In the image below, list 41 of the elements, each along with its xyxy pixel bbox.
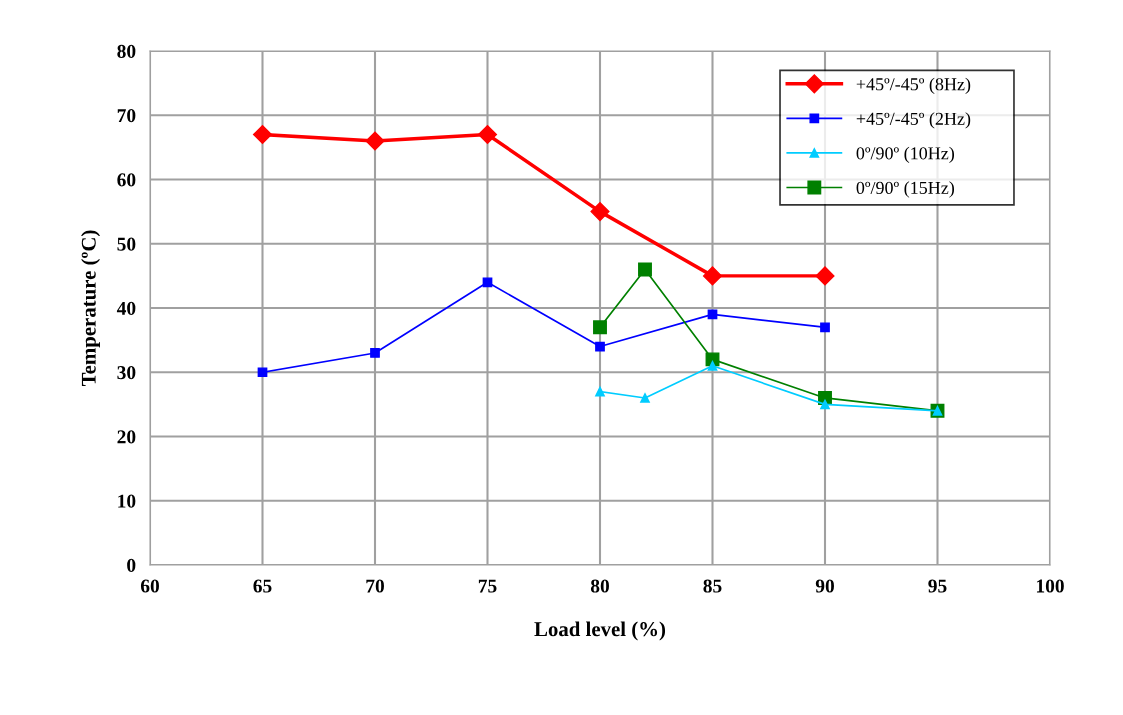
x-tick-label: 80 <box>590 579 609 593</box>
point <box>815 266 835 286</box>
legend-label: +45º/-45º (8Hz) <box>856 77 971 95</box>
x-axis-title: Load level (%) <box>534 621 666 641</box>
point <box>820 399 830 410</box>
x-tick-label: 100 <box>1036 579 1064 593</box>
x-tick-label: 95 <box>928 579 947 593</box>
point <box>365 131 385 151</box>
point <box>702 266 723 286</box>
point <box>257 367 268 378</box>
point <box>477 124 498 145</box>
y-tick-label: 10 <box>118 494 136 508</box>
y-tick-label: 0 <box>127 558 136 572</box>
point <box>482 277 493 288</box>
legend-label: 0º/90º (10Hz) <box>856 146 955 164</box>
point <box>707 360 718 371</box>
x-tick-label: 85 <box>703 579 722 593</box>
point <box>638 262 652 277</box>
legend-label: 0º/90º (15Hz) <box>856 181 955 198</box>
y-tick-label: 20 <box>117 430 136 444</box>
point <box>595 386 605 397</box>
y-axis-title: Temperature (ºC) <box>81 230 100 387</box>
x-tick-label: 75 <box>478 579 497 593</box>
y-tick-label: 80 <box>117 44 136 58</box>
legend-label: +45º/-45º (2Hz) <box>856 112 971 129</box>
point <box>590 202 610 222</box>
y-tick-label: 70 <box>117 109 136 123</box>
point <box>370 348 380 358</box>
y-tick-label: 30 <box>117 366 136 380</box>
y-tick-label: 40 <box>116 301 136 315</box>
point <box>252 124 273 145</box>
x-tick-label: 90 <box>815 579 834 593</box>
point <box>640 393 650 403</box>
point <box>595 341 605 352</box>
y-tick-label: 60 <box>117 173 136 187</box>
x-tick-label: 65 <box>253 579 272 593</box>
y-tick-label: 50 <box>117 237 136 251</box>
x-tick-label: 70 <box>366 579 384 593</box>
point <box>593 320 607 335</box>
x-tick-label: 60 <box>140 579 159 593</box>
point <box>820 322 830 333</box>
